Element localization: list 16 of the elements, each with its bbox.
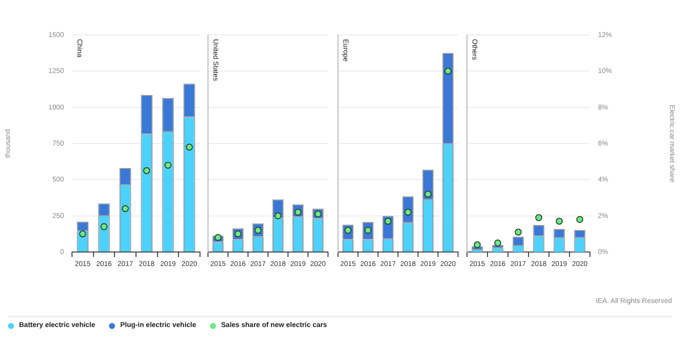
point xyxy=(122,205,129,212)
point xyxy=(535,214,542,222)
point xyxy=(164,162,172,169)
point xyxy=(100,223,108,230)
point xyxy=(494,239,502,246)
point xyxy=(274,212,282,220)
point xyxy=(474,241,481,248)
point xyxy=(444,68,452,75)
point xyxy=(576,216,584,223)
point xyxy=(514,228,522,236)
point xyxy=(384,218,392,225)
point xyxy=(424,190,432,198)
point xyxy=(186,144,193,151)
point xyxy=(556,218,563,225)
point xyxy=(79,230,86,238)
point xyxy=(143,167,150,174)
